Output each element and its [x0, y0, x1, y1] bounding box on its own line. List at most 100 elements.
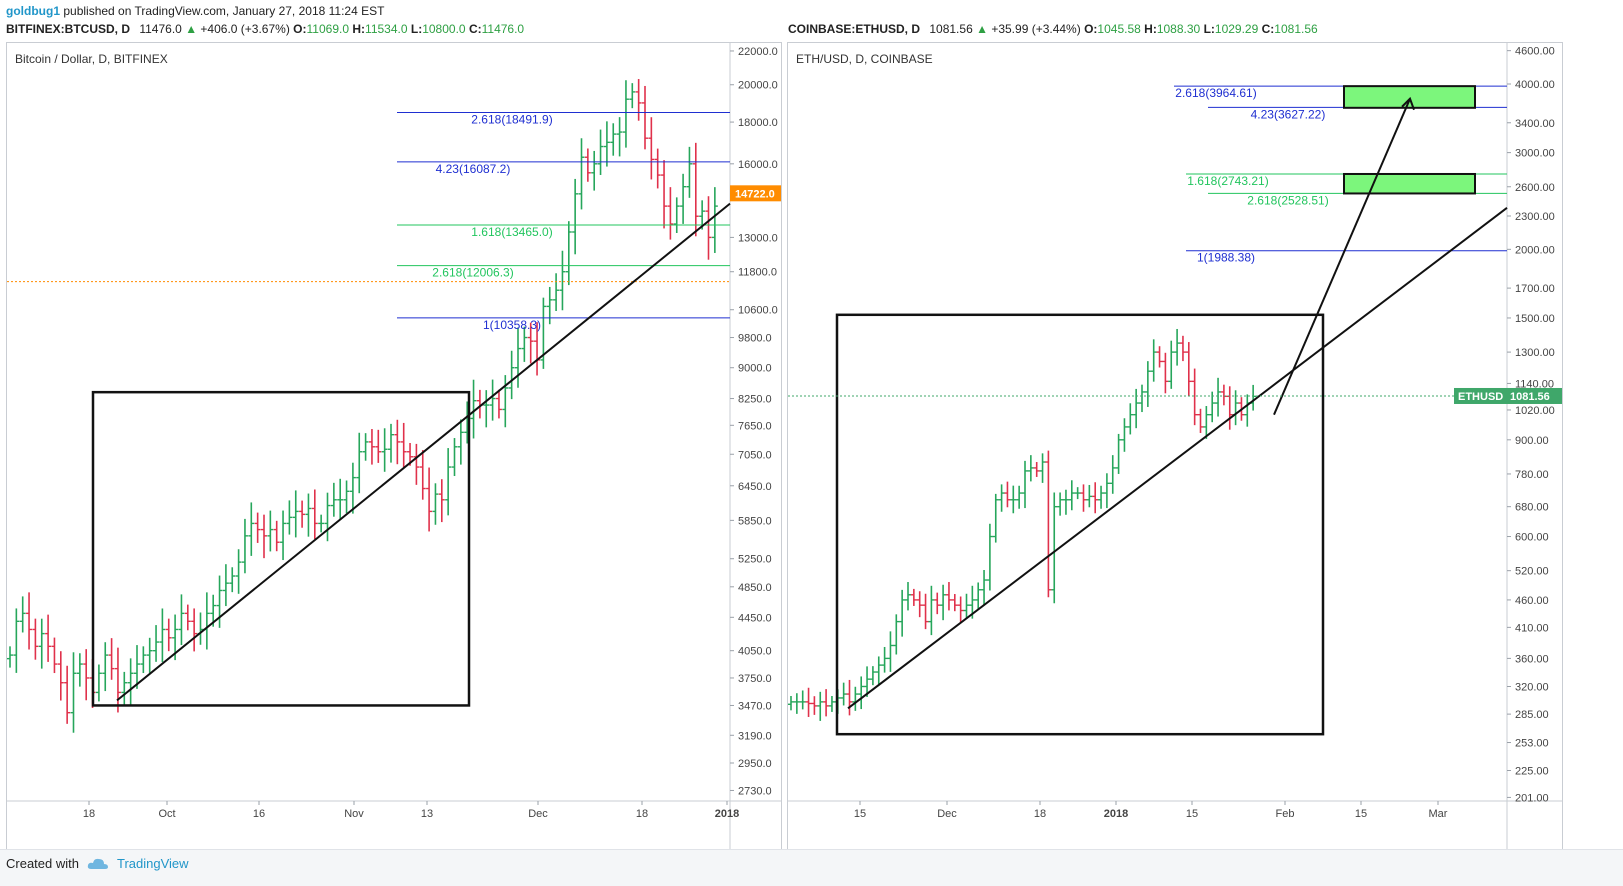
ohlc-bar: [540, 297, 547, 369]
ohlc-bar: [603, 121, 610, 167]
drawing-rectangle: [91, 390, 471, 707]
ohlc-bar: [343, 480, 350, 514]
drawing-rectangle: [835, 313, 1325, 736]
ohlc-bar: [76, 653, 83, 687]
y-tick-label: 225.00: [1515, 766, 1549, 778]
trendline: [847, 207, 1508, 710]
ohlc-bar: [881, 646, 888, 673]
eth-last: 1081.56: [929, 22, 973, 36]
ohlc-bar: [635, 79, 642, 121]
ohlc-bar: [910, 588, 917, 606]
x-tick-label: Oct: [158, 808, 175, 820]
ohlc-bar: [273, 520, 280, 552]
tradingview-link[interactable]: TradingView: [116, 856, 189, 871]
ohlc-bar: [648, 117, 655, 180]
ohlc-bar: [1185, 342, 1192, 397]
ohlc-bar: [591, 150, 598, 191]
y-tick-label: 680.00: [1515, 502, 1549, 514]
eth-high-label: H:: [1144, 22, 1157, 36]
btc-symbol[interactable]: BITFINEX:BTCUSD, D: [6, 22, 130, 36]
y-tick-label: 1500.00: [1515, 313, 1555, 325]
footer: Created with TradingView: [6, 856, 189, 871]
x-tick-label: 15: [854, 808, 866, 820]
y-tick-label: 3000.00: [1515, 148, 1555, 160]
ohlc-bar: [963, 593, 970, 619]
author-link[interactable]: goldbug1: [6, 4, 60, 18]
ohlc-bar: [305, 493, 312, 537]
eth-close-label: C:: [1261, 22, 1275, 36]
last-price-tag-label: 1081.56: [1510, 391, 1550, 403]
ohlc-bar: [203, 592, 210, 650]
eth-open-label: O:: [1084, 22, 1098, 36]
btc-low: 10800.0: [422, 22, 466, 36]
eth-chart[interactable]: 4600.00 4000.00 3400.00 3000.00 2600.00 2300.…: [787, 42, 1563, 850]
y-tick-label: 320.00: [1515, 681, 1549, 693]
ohlc-bar: [811, 696, 818, 715]
y-tick-label: 780.00: [1515, 469, 1549, 481]
x-tick-label: Dec: [528, 808, 548, 820]
eth-low: 1029.29: [1214, 22, 1259, 36]
btc-close: 11476.0: [481, 22, 525, 36]
ohlc-bar: [13, 608, 20, 673]
ohlc-bar: [394, 419, 401, 465]
ohlc-bar: [153, 625, 160, 662]
ohlc-bar: [817, 691, 824, 721]
ohlc-bar: [1033, 462, 1040, 477]
ohlc-bar: [986, 523, 993, 591]
x-tick-label: 2018: [1104, 808, 1128, 820]
ohlc-bar: [121, 671, 128, 706]
ohlc-bar: [1168, 340, 1175, 389]
x-tick-label: 15: [1186, 808, 1198, 820]
y-tick-label: 410.00: [1515, 622, 1549, 634]
eth-high: 1088.30: [1156, 22, 1201, 36]
ohlc-bar: [858, 676, 865, 710]
y-tick-label: 9000.0: [738, 363, 772, 375]
x-tick-label: 18: [83, 808, 95, 820]
chart-title: ETH/USD, D, COINBASE: [796, 52, 933, 66]
ohlc-bar: [337, 478, 344, 520]
ohlc-bar: [1068, 480, 1075, 511]
ohlc-bar: [1127, 403, 1134, 435]
btc-high: 11534.0: [365, 22, 408, 36]
y-tick-label: 9800.0: [738, 333, 772, 345]
btc-chart[interactable]: 22000.0 20000.0 18000.0 16000.0 14722.0 13000…: [6, 42, 782, 850]
ohlc-bar: [1197, 408, 1204, 433]
x-tick-label: 18: [636, 808, 648, 820]
fib-level-label: 2.618(18491.9): [471, 113, 552, 127]
ohlc-bar: [597, 129, 604, 175]
ohlc-bar: [805, 687, 812, 717]
eth-open: 1045.58: [1097, 22, 1141, 36]
fib-level-label: 2.618(2528.51): [1247, 193, 1328, 207]
ohlc-bar: [165, 618, 172, 652]
footer-band: [0, 849, 1623, 886]
y-tick-label: 2000.00: [1515, 244, 1555, 256]
ohlc-bar: [893, 614, 900, 655]
last-price-tag: [1454, 387, 1562, 404]
ohlc-bar: [515, 327, 521, 388]
ohlc-bar: [381, 428, 388, 472]
ohlc-bar: [438, 479, 445, 523]
y-tick-label: 3190.0: [738, 730, 772, 742]
ohlc-bar: [57, 651, 64, 701]
ohlc-bar: [559, 250, 566, 311]
ohlc-bar: [311, 489, 318, 539]
target-zone-box: [1343, 85, 1476, 109]
y-tick-label: 13000.0: [738, 232, 778, 244]
ohlc-bar: [108, 638, 115, 680]
y-tick-label: 201.00: [1515, 792, 1549, 804]
ohlc-bar: [432, 483, 439, 525]
eth-symbol[interactable]: COINBASE:ETHUSD, D: [788, 22, 921, 36]
ohlc-bar: [864, 666, 871, 697]
ohlc-bar: [1139, 384, 1145, 413]
fib-level-label: 4.23(3627.22): [1251, 107, 1326, 121]
ohlc-bar: [83, 649, 90, 701]
ohlc-bar: [622, 80, 629, 148]
y-tick-label: 520.00: [1515, 566, 1549, 578]
x-tick-label: Nov: [344, 808, 364, 820]
ohlc-bar: [292, 490, 299, 538]
ohlc-bar: [197, 612, 204, 645]
ohlc-bar: [686, 146, 693, 198]
ohlc-bar: [565, 221, 572, 286]
last-price-tag: [730, 185, 781, 202]
ohlc-bar: [280, 510, 287, 561]
